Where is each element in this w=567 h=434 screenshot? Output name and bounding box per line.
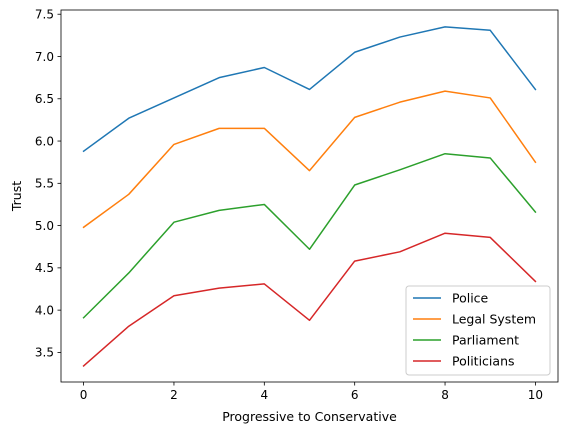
x-tick-label: 2 bbox=[170, 388, 178, 402]
series-layer bbox=[82, 26, 537, 367]
legend-box bbox=[405, 285, 551, 376]
x-axis-ticks: 0 2 4 6 8 10 bbox=[80, 382, 543, 402]
y-tick-label: 5.0 bbox=[35, 219, 54, 233]
series-line-politicians bbox=[82, 232, 537, 367]
series-line-legal-system bbox=[82, 90, 537, 229]
x-axis-label: Progressive to Conservative bbox=[222, 409, 397, 424]
y-tick-label: 5.5 bbox=[35, 177, 54, 191]
legend-label: Legal System bbox=[452, 312, 536, 327]
y-axis-label: Trust bbox=[9, 181, 24, 212]
x-tick-label: 10 bbox=[528, 388, 543, 402]
x-tick-label: 4 bbox=[260, 388, 268, 402]
legend-label: Parliament bbox=[452, 333, 519, 348]
x-tick-label: 0 bbox=[80, 388, 88, 402]
y-tick-label: 4.5 bbox=[35, 261, 54, 275]
y-tick-label: 7.0 bbox=[35, 50, 54, 64]
y-tick-label: 7.5 bbox=[35, 8, 54, 22]
x-tick-label: 6 bbox=[351, 388, 359, 402]
legend: Police Legal System Parliament Politicians bbox=[405, 285, 551, 376]
series-line-police bbox=[82, 26, 537, 153]
y-axis-ticks: 3.5 4.0 4.5 5.0 5.5 6.0 6.5 7.0 7.5 bbox=[35, 8, 61, 360]
y-tick-label: 3.5 bbox=[35, 346, 54, 360]
y-tick-label: 6.5 bbox=[35, 92, 54, 106]
y-tick-label: 6.0 bbox=[35, 134, 54, 148]
legend-label: Police bbox=[452, 291, 489, 306]
y-tick-label: 4.0 bbox=[35, 303, 54, 317]
series-line-parliament bbox=[82, 152, 537, 319]
legend-label: Politicians bbox=[452, 354, 515, 369]
x-tick-label: 8 bbox=[441, 388, 449, 402]
plot-frame bbox=[60, 9, 559, 383]
